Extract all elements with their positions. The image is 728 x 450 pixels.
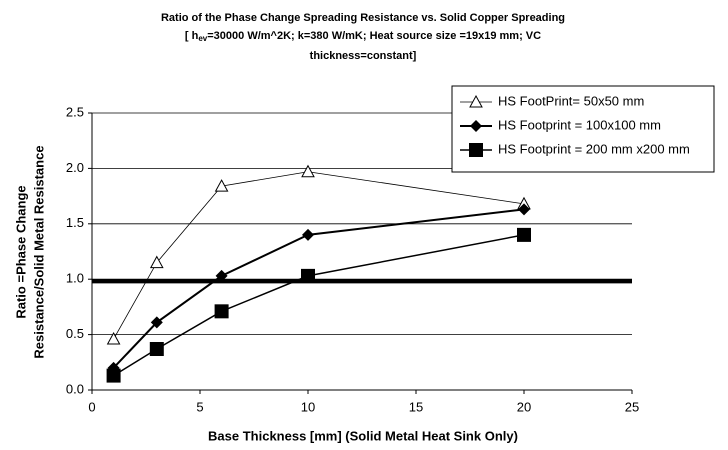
x-tick-label: 5 bbox=[196, 399, 203, 414]
subtitle-prefix: [ h bbox=[185, 30, 199, 42]
x-tick-label: 20 bbox=[517, 399, 531, 414]
subtitle-subscript: ev bbox=[198, 34, 207, 43]
x-axis-label: Base Thickness [mm] (Solid Metal Heat Si… bbox=[208, 428, 518, 443]
marker bbox=[149, 255, 164, 269]
marker bbox=[214, 304, 229, 319]
marker bbox=[470, 120, 482, 132]
legend-label: HS Footprint = 100x100 mm bbox=[498, 117, 661, 132]
marker bbox=[469, 143, 483, 157]
legend-box bbox=[451, 85, 715, 173]
y-axis-label: Ratio =Phase Change bbox=[13, 185, 28, 318]
y-tick-label: 0.5 bbox=[66, 326, 84, 341]
subtitle-rest: =30000 W/m^2K; k=380 W/mK; Heat source s… bbox=[207, 30, 541, 42]
marker bbox=[517, 227, 531, 242]
x-tick-label: 0 bbox=[88, 399, 95, 414]
series-line bbox=[112, 208, 525, 369]
marker bbox=[106, 331, 121, 345]
marker bbox=[301, 164, 315, 178]
series-line bbox=[113, 234, 525, 377]
chart-title: Ratio of the Phase Change Spreading Resi… bbox=[161, 12, 565, 24]
marker bbox=[215, 269, 228, 282]
marker bbox=[518, 203, 530, 216]
marker bbox=[302, 228, 314, 241]
y-tick-label: 1.0 bbox=[66, 271, 84, 286]
marker bbox=[106, 368, 121, 383]
marker bbox=[301, 268, 315, 283]
y-tick-label: 1.5 bbox=[66, 215, 84, 230]
legend-label: HS FootPrint= 50x50 mm bbox=[498, 93, 644, 108]
y-tick-label: 2.5 bbox=[66, 104, 84, 119]
marker bbox=[469, 94, 483, 108]
y-tick-label: 2.0 bbox=[66, 160, 84, 175]
marker bbox=[149, 342, 164, 357]
x-tick-label: 25 bbox=[625, 399, 639, 414]
series-line bbox=[113, 171, 525, 340]
chart-subtitle-line2: thickness=constant] bbox=[310, 50, 417, 62]
x-tick-label: 10 bbox=[301, 399, 315, 414]
chart-subtitle: [ hev=30000 W/m^2K; k=380 W/mK; Heat sou… bbox=[185, 30, 541, 43]
marker bbox=[150, 316, 163, 329]
y-axis-label: Resistance/Solid Metal Resistance bbox=[31, 145, 46, 358]
marker bbox=[214, 179, 229, 192]
x-tick-label: 15 bbox=[409, 399, 423, 414]
y-tick-label: 0.0 bbox=[66, 381, 84, 396]
legend-label: HS Footprint = 200 mm x200 mm bbox=[498, 141, 690, 156]
